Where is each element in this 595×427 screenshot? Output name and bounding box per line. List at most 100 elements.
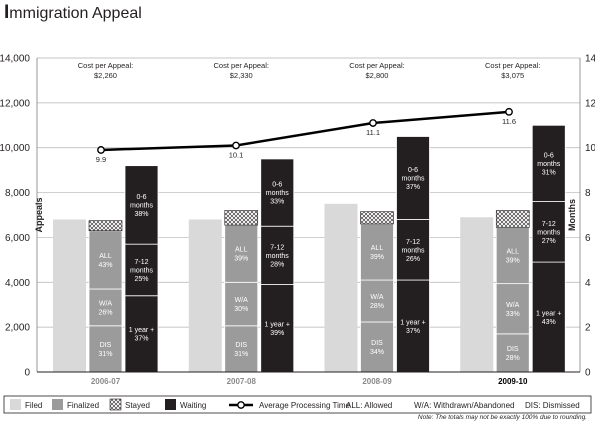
bar-finalized-segment (495, 226, 530, 285)
waiting-segment-label: 39% (270, 330, 284, 337)
y-tick-label: 6,000 (5, 233, 30, 244)
segment-pct: 31% (234, 351, 248, 358)
waiting-segment-label: 1 year + (400, 319, 426, 326)
cost-value: $3,075 (501, 71, 524, 80)
cost-label: Cost per Appeal: (349, 61, 404, 70)
bar-waiting-segment (531, 201, 566, 263)
legend-text-item: W/A: Withdrawn/Abandoned (414, 401, 515, 410)
y2-tick-label: 10 (585, 143, 595, 154)
bar-stayed (360, 211, 394, 225)
waiting-segment-label: months (402, 175, 425, 182)
bar-finalized-segment (360, 279, 394, 323)
legend-swatch-stayed (109, 398, 122, 411)
waiting-segment-label: 37% (134, 336, 148, 343)
legend-label: Stayed (125, 401, 150, 410)
waiting-segment-label: months (402, 247, 425, 254)
bar-waiting-segment (260, 158, 295, 227)
category-label: 2007-08 (227, 377, 257, 386)
segment-label: DIS (507, 346, 519, 353)
bar-filed (324, 203, 358, 372)
waiting-segment-label: 25% (134, 276, 148, 283)
bar-waiting-segment (260, 284, 295, 373)
legend-swatch-waiting (165, 399, 176, 410)
y-tick-label: 8,000 (5, 188, 30, 199)
segment-label: DIS (100, 342, 112, 349)
segment-pct: 39% (234, 256, 248, 263)
waiting-segment-label: 0-6 (544, 152, 554, 159)
segment-label: ALL (507, 248, 520, 255)
chart-title-initial: I (4, 2, 10, 23)
bar-stayed (495, 210, 530, 228)
legend-text-item: DIS: Dismissed (525, 401, 580, 410)
segment-label: DIS (371, 340, 383, 347)
y2-tick-label: 6 (585, 233, 591, 244)
waiting-segment-label: months (266, 190, 289, 197)
waiting-segment-label: months (130, 267, 153, 274)
segment-pct: 39% (506, 257, 520, 264)
waiting-segment-label: 33% (270, 199, 284, 206)
segment-label: ALL (371, 245, 384, 252)
bar-stayed (88, 220, 123, 232)
legend-label: Waiting (180, 401, 206, 410)
bar-finalized-segment (360, 223, 394, 281)
bar-finalized-segment (88, 325, 123, 373)
legend-swatch-finalized (52, 399, 63, 410)
waiting-segment-label: 43% (542, 319, 556, 326)
y-tick-label: 12,000 (0, 98, 30, 109)
waiting-segment-label: 1 year + (536, 310, 562, 317)
waiting-segment-label: months (266, 253, 289, 260)
cost-value: $2,800 (366, 71, 389, 80)
bar-waiting-segment (396, 279, 430, 373)
legend-label: Filed (25, 401, 42, 410)
processing-time-point (369, 119, 377, 127)
waiting-segment-label: 37% (406, 328, 420, 335)
chart-title: Immigration Appeal (4, 2, 142, 24)
waiting-segment-label: 31% (542, 169, 556, 176)
bar-waiting-segment (531, 124, 566, 202)
y-tick-label: 2,000 (5, 323, 30, 334)
segment-label: DIS (235, 342, 247, 349)
processing-time-line (100, 110, 510, 152)
bar-finalized-segment (495, 333, 530, 373)
processing-time-point (232, 141, 240, 150)
processing-time-label: 11.1 (366, 128, 380, 137)
waiting-segment-label: 26% (406, 256, 420, 263)
y2-axis-title: Months (567, 199, 577, 231)
waiting-segment-label: 28% (270, 261, 284, 268)
waiting-segment-label: months (537, 229, 560, 236)
segment-pct: 28% (506, 355, 520, 362)
waiting-segment-label: 0-6 (408, 167, 418, 174)
bar-filed (188, 219, 222, 372)
cost-value: $2,330 (230, 71, 253, 80)
legend-label: Average Processing Time (259, 401, 351, 410)
processing-time-label: 11.6 (502, 117, 516, 126)
y-tick-label: 4,000 (5, 278, 30, 289)
y2-tick-label: 4 (585, 278, 591, 289)
legend-line-point (237, 401, 245, 409)
bar-waiting-segment (531, 261, 566, 373)
y-tick-label: 14,000 (0, 54, 30, 65)
bar-finalized-segment (224, 281, 259, 327)
waiting-segment-label: 38% (134, 211, 148, 218)
waiting-segment-label: 7-12 (134, 259, 148, 266)
waiting-segment-label: 27% (542, 238, 556, 245)
legend-box (3, 395, 592, 414)
segment-label: ALL (235, 247, 248, 254)
cost-label: Cost per Appeal: (485, 61, 540, 70)
legend-label: Finalized (67, 401, 99, 410)
processing-time-point (505, 107, 513, 116)
waiting-segment-label: 7-12 (542, 221, 556, 228)
waiting-segment-label: 0-6 (136, 194, 146, 201)
category-label: 2009-10 (498, 377, 528, 386)
segment-label: W/A (370, 294, 384, 301)
segment-label: W/A (99, 300, 113, 307)
bar-filed (460, 217, 494, 372)
legend-text-item: ALL: Allowed (346, 401, 392, 410)
segment-pct: 31% (98, 351, 112, 358)
segment-label: W/A (506, 302, 520, 309)
waiting-segment-label: 37% (406, 184, 420, 191)
y-tick-label: 0 (24, 368, 30, 379)
waiting-segment-label: 0-6 (272, 182, 282, 189)
y-tick-label: 10,000 (0, 143, 30, 154)
